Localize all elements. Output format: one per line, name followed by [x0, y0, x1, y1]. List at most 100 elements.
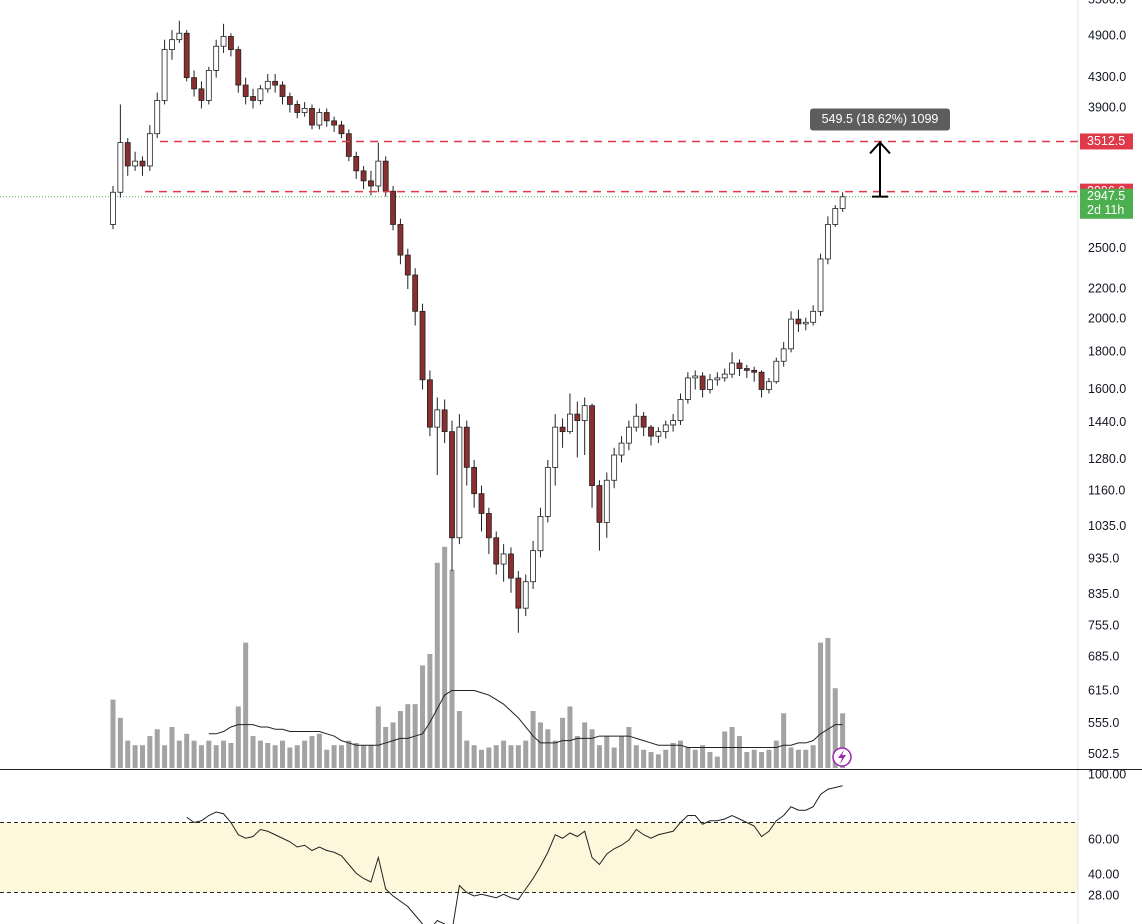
candle-body: [360, 170, 367, 182]
rsi-pane: [186, 785, 843, 924]
volume-bar: [530, 711, 536, 768]
candle-body: [264, 80, 271, 90]
candle-body: [228, 36, 234, 50]
volume-bar: [154, 729, 160, 768]
volume-bar: [383, 726, 389, 768]
candle-body: [839, 196, 846, 209]
volume-bar: [125, 740, 131, 768]
volume-bar: [302, 740, 308, 768]
volume-bar: [744, 752, 750, 768]
volume-bar: [700, 745, 706, 768]
volume-bar: [818, 642, 824, 768]
candle-body: [301, 108, 308, 113]
candle-body: [220, 36, 227, 47]
candle-body: [810, 310, 817, 323]
volume-bar: [272, 745, 278, 768]
y-tick-label: 835.0: [1088, 587, 1119, 601]
volume-bar: [773, 740, 779, 768]
y-tick-label: 755.0: [1088, 619, 1119, 633]
volume-bar: [479, 749, 484, 768]
candle-body: [279, 84, 286, 97]
rsi-tick-label: 60.00: [1088, 832, 1119, 846]
candle-body: [449, 431, 455, 539]
y-tick-label: 1600.0: [1088, 382, 1126, 396]
current-price-box: [1080, 188, 1133, 219]
volume-bar: [471, 745, 477, 768]
rsi-tick-label: 28.00: [1088, 888, 1119, 902]
candle-body: [581, 405, 588, 421]
volume-bar: [759, 752, 765, 768]
volume-bar: [434, 562, 440, 768]
rsi-background: [0, 822, 1078, 893]
volume-bar: [611, 747, 617, 768]
y-tick-label: 4300.0: [1088, 70, 1126, 84]
candle-body: [456, 426, 463, 539]
volume-bar: [648, 752, 654, 768]
alert-icon[interactable]: [832, 747, 852, 767]
volume-bar: [493, 745, 499, 768]
y-tick-label: 502.5: [1088, 747, 1119, 761]
y-tick-label: 615.0: [1088, 683, 1119, 697]
candle-body: [478, 493, 485, 514]
volume-bar: [331, 745, 337, 768]
candle-body: [743, 368, 750, 371]
volume-bar: [191, 740, 197, 768]
volume-bar: [464, 740, 470, 768]
volume-bar: [560, 717, 566, 768]
countdown-label: 2d 11h: [1087, 203, 1124, 217]
volume-bar: [176, 740, 182, 768]
candle-body: [397, 224, 404, 256]
candle-body: [758, 371, 765, 390]
volume-bar: [132, 745, 138, 768]
volume-bar: [655, 754, 661, 768]
candle-body: [648, 426, 654, 437]
volume-bar: [663, 749, 669, 768]
candle-body: [213, 45, 220, 71]
y-tick-label: 935.0: [1088, 551, 1119, 565]
volume-bar: [810, 745, 816, 768]
candle-body: [198, 88, 205, 101]
volume-bar: [294, 745, 300, 768]
volume-bar: [316, 733, 322, 768]
y-tick-label: 685.0: [1088, 649, 1119, 663]
candle-body: [670, 420, 677, 426]
volume-bar: [221, 740, 227, 768]
volume-bar: [832, 688, 838, 768]
candle-body: [684, 377, 691, 400]
volume-pane: [110, 546, 846, 768]
volume-bar: [390, 722, 396, 768]
volume-bar: [795, 749, 801, 768]
candle-body: [183, 32, 190, 79]
volume-bar: [353, 742, 359, 768]
volume-bar: [257, 740, 263, 768]
candle-body: [559, 426, 566, 433]
candle-body: [766, 381, 772, 390]
candle-body: [117, 142, 124, 193]
volume-bar: [405, 704, 411, 768]
volume-bar: [840, 713, 846, 768]
candle-body: [574, 413, 581, 421]
candle-body: [382, 160, 389, 192]
volume-bar: [582, 722, 588, 768]
candle-body: [596, 485, 603, 523]
volume-bar: [243, 642, 249, 768]
candle-body: [729, 362, 735, 375]
candle-body: [493, 537, 500, 565]
volume-bar: [501, 740, 507, 768]
y-tick-label: 555.0: [1088, 716, 1119, 730]
candle-body: [589, 405, 595, 486]
candle-body: [751, 369, 758, 373]
volume-bar: [515, 745, 521, 768]
volume-bar: [714, 756, 720, 768]
volume-bar: [169, 726, 175, 768]
volume-bar: [361, 745, 367, 768]
measure-tooltip: [810, 108, 950, 131]
candle-body: [176, 32, 183, 41]
rsi-tick-label: 100.00: [1088, 767, 1126, 781]
candle-body: [552, 426, 559, 468]
candle-body: [316, 112, 323, 126]
volume-bar: [338, 745, 344, 768]
volume-bar: [523, 740, 529, 768]
